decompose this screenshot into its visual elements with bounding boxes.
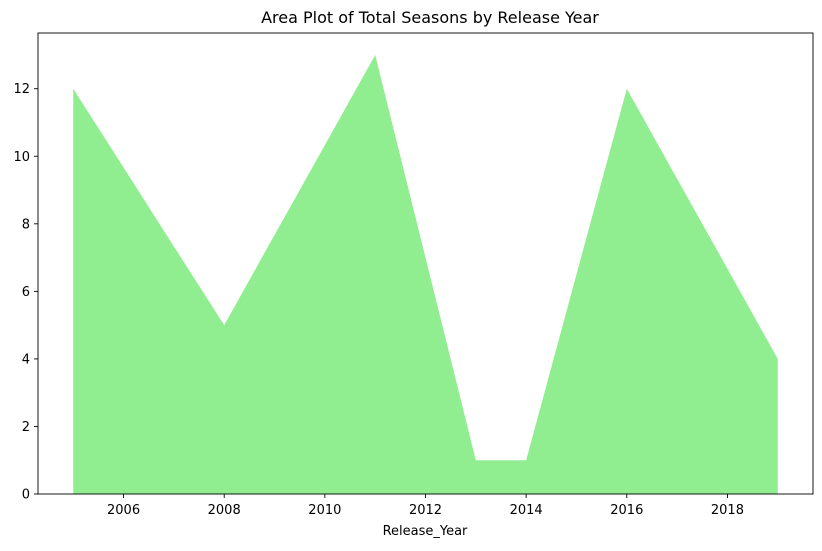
x-tick-label: 2006 [107,503,140,518]
x-tick-label: 2008 [208,503,241,518]
y-tick-label: 4 [22,352,30,367]
y-tick-label: 8 [22,217,30,232]
plot-area [73,54,778,494]
x-tick-label: 2012 [409,503,442,518]
area-series-0 [73,54,778,494]
y-tick-label: 10 [13,150,30,165]
x-axis-label: Release_Year [383,524,468,539]
x-axis-ticks: 2006 2008 2010 2012 2014 2016 2018 [107,494,744,518]
x-tick-label: 2014 [510,503,543,518]
x-tick-label: 2016 [610,503,643,518]
chart-title: Area Plot of Total Seasons by Release Ye… [261,8,599,27]
y-tick-label: 0 [22,488,30,503]
y-tick-label: 6 [22,285,30,300]
y-tick-label: 2 [22,420,30,435]
y-axis-ticks: 0 2 4 6 8 10 12 [13,82,38,503]
x-tick-label: 2010 [308,503,341,518]
plot-frame [37,32,814,495]
y-tick-label: 12 [13,82,30,97]
x-tick-label: 2018 [711,503,744,518]
